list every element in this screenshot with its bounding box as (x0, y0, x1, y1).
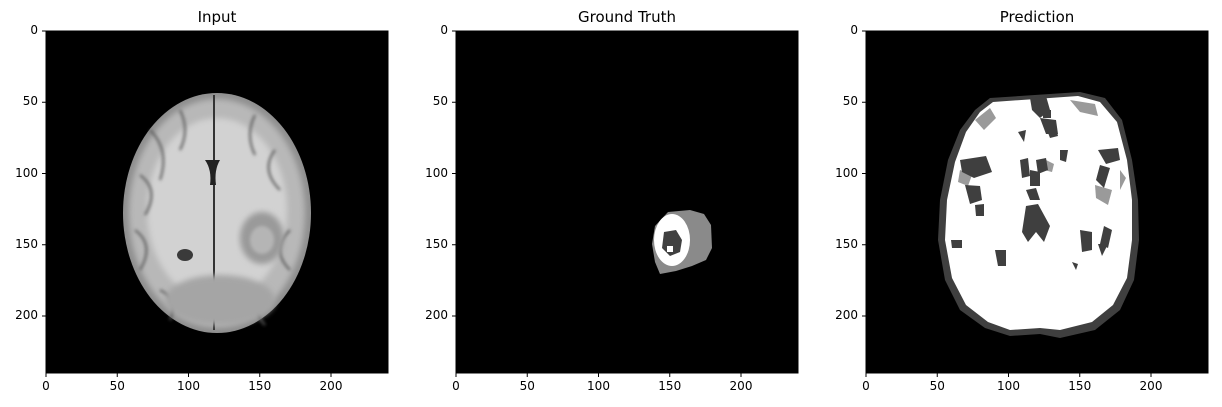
ground-truth-y-tick-label: 100 (425, 165, 448, 180)
brain-mri-image (123, 93, 311, 333)
prediction-y-tick-label: 50 (842, 94, 858, 109)
prediction-x-tick-label: 200 (1139, 379, 1163, 393)
panel-title-prediction: Prediction (999, 8, 1075, 26)
panel-title-ground-truth: Ground Truth (578, 8, 676, 26)
input-panel (45, 30, 389, 374)
ground-truth-y-tick-label: 50 (432, 94, 448, 109)
input-y-tick-label: 0 (30, 23, 38, 37)
panel-title-input: Input (197, 8, 237, 26)
ground-truth-x-tick-label: 150 (658, 379, 682, 393)
ground-truth-y-tick-label: 150 (425, 236, 448, 251)
ground-truth-mask (652, 210, 712, 274)
prediction-x-tick-label: 0 (862, 379, 870, 393)
input-y-tick-label: 150 (15, 236, 38, 251)
ground-truth-y-tick-label: 200 (425, 308, 448, 322)
prediction-x-tick-label: 150 (1068, 379, 1092, 393)
prediction-x-tick-label: 50 (929, 379, 945, 393)
ground-truth-x-tick-label: 50 (519, 379, 535, 393)
axis-ticks (42, 30, 1152, 377)
prediction-y-tick-label: 100 (835, 165, 858, 180)
ground-truth-panel (455, 30, 799, 374)
input-x-tick-label: 50 (109, 379, 125, 393)
ground-truth-y-tick-label: 0 (440, 23, 448, 37)
prediction-y-tick-label: 0 (850, 23, 858, 37)
prediction-panel (865, 30, 1209, 374)
ground-truth-x-tick-label: 200 (729, 379, 753, 393)
input-axes-frame (45, 30, 389, 374)
input-x-tick-label: 100 (177, 379, 200, 393)
prediction-y-tick-label: 200 (835, 308, 858, 322)
ground-truth-x-tick-label: 100 (587, 379, 610, 393)
input-x-tick-label: 200 (319, 379, 343, 393)
ground-truth-x-tick-label: 0 (452, 379, 460, 393)
prediction-x-tick-label: 100 (997, 379, 1020, 393)
input-x-tick-label: 150 (248, 379, 272, 393)
ground-truth-image-background (456, 31, 798, 373)
prediction-y-tick-label: 150 (835, 236, 858, 251)
input-y-tick-label: 100 (15, 165, 38, 180)
input-y-tick-label: 50 (22, 94, 38, 109)
ground-truth-axes-frame (455, 30, 799, 374)
prediction-axes-frame (865, 30, 1209, 374)
prediction-mask (938, 92, 1139, 338)
input-x-tick-label: 0 (42, 379, 50, 393)
input-y-tick-label: 200 (15, 308, 38, 322)
